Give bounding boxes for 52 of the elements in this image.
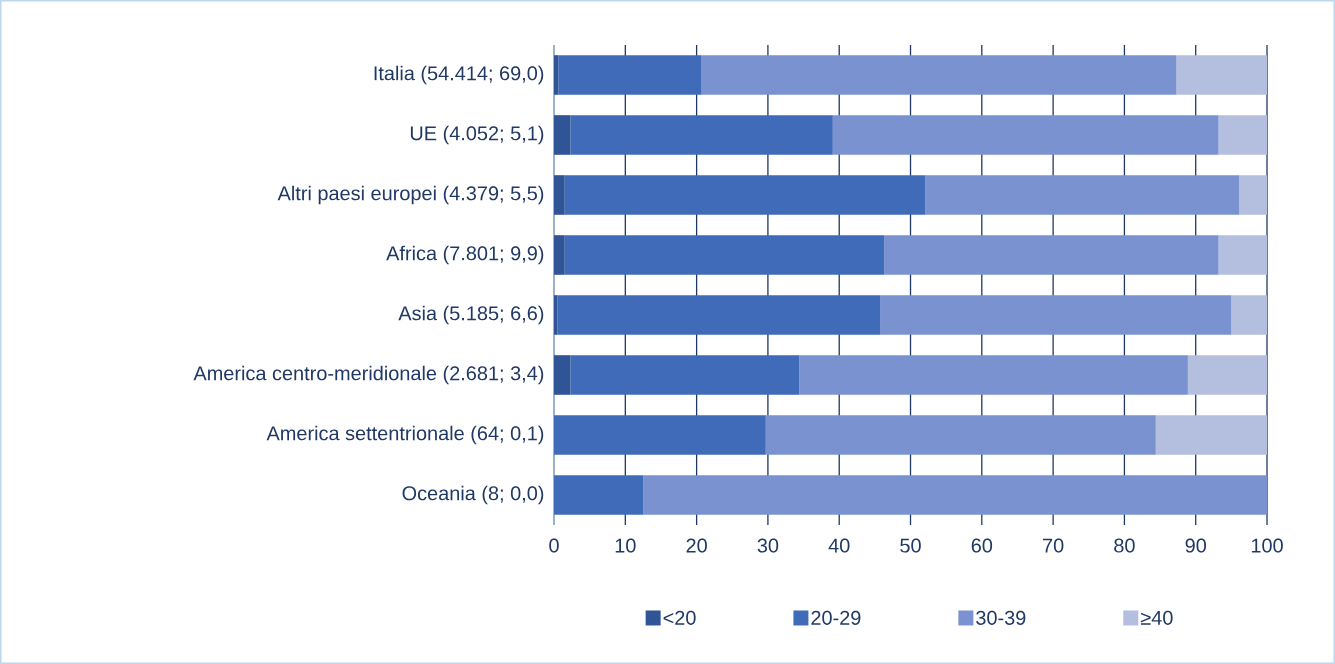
bar xyxy=(558,55,702,95)
y-tick-label: Africa (7.801; 9,9) xyxy=(386,245,544,265)
bar xyxy=(1231,295,1268,335)
bar xyxy=(925,175,1240,215)
x-tick-label: 30 xyxy=(757,538,779,553)
x-tick-label: 20 xyxy=(686,538,707,553)
bar xyxy=(570,355,800,395)
y-tick-label: UE (4.052; 5,1) xyxy=(410,125,544,145)
legend-label: 30-39 xyxy=(976,610,1026,625)
y-tick-label: Oceania (8; 0,0) xyxy=(402,485,544,505)
bar xyxy=(554,55,559,95)
bar xyxy=(1155,415,1268,455)
bar xyxy=(643,475,1268,515)
x-tick-label: 70 xyxy=(1043,538,1064,553)
bar xyxy=(564,175,926,215)
x-tick-label: 60 xyxy=(971,538,993,553)
bar xyxy=(1187,355,1268,395)
bar xyxy=(832,115,1219,155)
x-tick-label: 80 xyxy=(1114,538,1135,553)
bar xyxy=(554,415,766,455)
bar xyxy=(554,475,644,515)
y-tick-label: Asia (5.185; 6,6) xyxy=(398,305,544,325)
legend-label: 20-29 xyxy=(811,610,861,625)
bar xyxy=(557,295,881,335)
bar xyxy=(1239,175,1268,215)
legend-label: ≥40 xyxy=(1140,610,1173,625)
legend-label: <20 xyxy=(663,610,696,625)
x-tick-label: 90 xyxy=(1185,538,1207,553)
bar xyxy=(1218,115,1268,155)
bar xyxy=(554,355,571,395)
bar xyxy=(799,355,1188,395)
y-tick-label: America settentrionale (64; 0,1) xyxy=(266,425,544,445)
bar xyxy=(701,55,1177,95)
y-tick-label: Altri paesi europei (4.379; 5,5) xyxy=(277,185,544,205)
bar xyxy=(554,115,571,155)
x-tick-label: 100 xyxy=(1251,538,1283,553)
bar xyxy=(1176,55,1268,95)
bar xyxy=(884,235,1219,275)
bar xyxy=(880,295,1232,335)
x-tick-label: 40 xyxy=(828,538,850,553)
x-tick-label: 10 xyxy=(615,538,636,553)
bar xyxy=(554,295,558,335)
y-tick-label: America centro-meridionale (2.681; 3,4) xyxy=(193,365,544,385)
bar xyxy=(570,115,833,155)
bar xyxy=(1218,235,1268,275)
x-tick-label: 0 xyxy=(549,538,559,553)
bar xyxy=(564,235,885,275)
bar xyxy=(765,415,1156,455)
bar xyxy=(554,235,565,275)
x-tick-label: 50 xyxy=(900,538,921,553)
bar xyxy=(554,175,565,215)
y-tick-label: Italia (54.414; 69,0) xyxy=(374,65,544,85)
